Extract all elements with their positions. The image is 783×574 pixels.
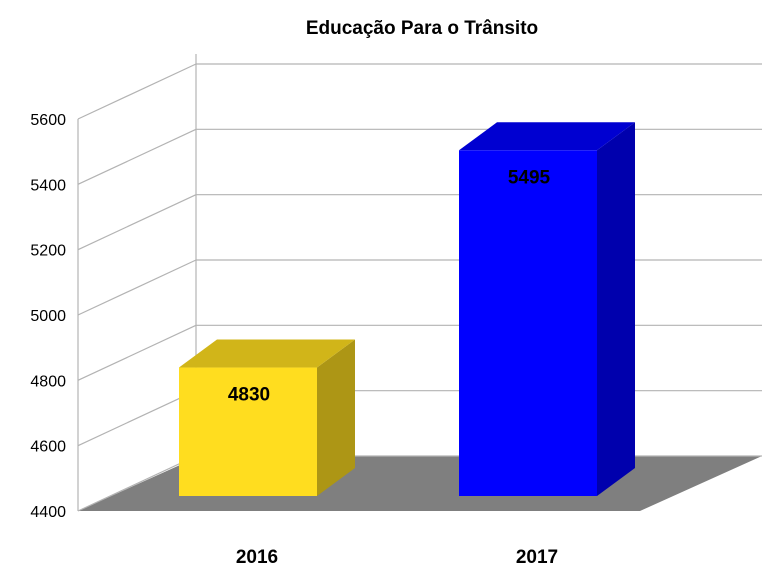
y-axis-ticks: 4400 4600 4800 5000 5200 5400 5600 [30,112,66,521]
side-gridline [77,324,197,381]
x-axis-ticks: 2016 2017 [236,547,558,568]
side-gridline [77,259,197,316]
y-tick-label: 4800 [30,373,66,390]
bar [459,150,597,497]
y-tick-label: 5200 [30,243,66,260]
x-tick-label: 2017 [516,547,558,568]
chart-title: Educação Para o Trânsito [306,18,538,39]
x-tick-label: 2016 [236,547,278,568]
side-gridline [77,128,197,185]
chart-walls [77,54,197,511]
side-gridline [77,63,197,120]
bars: 4830 5495 [179,122,635,497]
bar-top [459,122,635,151]
data-label: 4830 [228,385,270,406]
y-tick-label: 5600 [30,112,66,129]
side-gridline [77,390,197,447]
bar-side [317,339,355,496]
y-tick-label: 4400 [30,504,66,521]
bar [179,367,317,496]
bar-top [179,339,355,368]
bar-side [597,122,635,497]
side-gridline [77,455,197,512]
y-tick-label: 5400 [30,177,66,194]
y-tick-label: 4600 [30,439,66,456]
side-gridline [77,194,197,251]
y-tick-label: 5000 [30,308,66,325]
data-label: 5495 [508,167,551,188]
